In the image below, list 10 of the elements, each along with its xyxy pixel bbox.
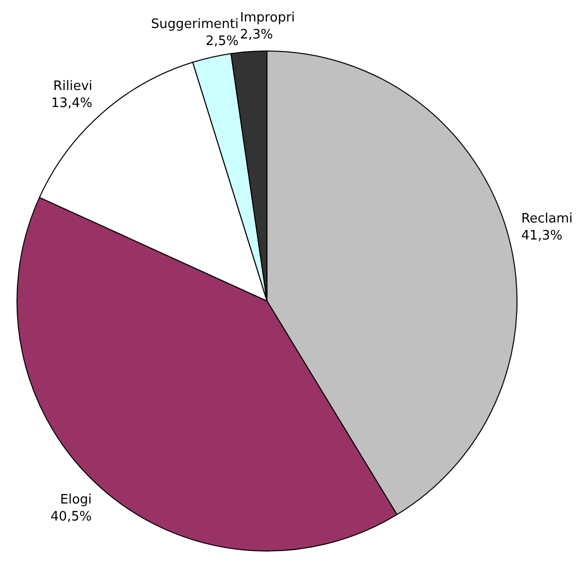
slice-label: Impropri — [240, 10, 295, 26]
slice-label: Elogi — [60, 492, 92, 508]
slice-label: Rilievi — [53, 78, 92, 94]
slice-label: Reclami — [521, 212, 573, 226]
data-label: 2,5% — [206, 34, 239, 49]
data-label: 41,3% — [521, 228, 563, 244]
slice-label: Suggerimenti — [151, 16, 239, 32]
data-label: 40,5% — [50, 509, 92, 524]
data-label: 2,3% — [240, 28, 273, 43]
data-label: 13,4% — [51, 96, 92, 111]
